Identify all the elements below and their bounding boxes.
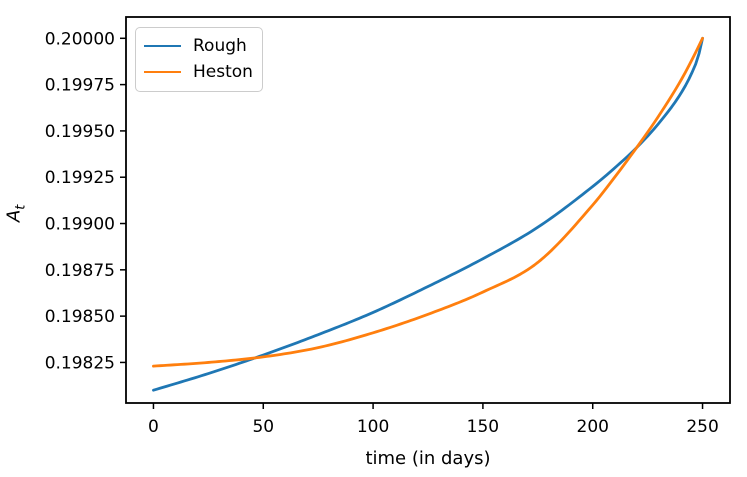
y-tick-label: 0.19975 (45, 76, 115, 96)
y-tick-label: 0.19900 (45, 215, 115, 235)
y-tick-label: 0.20000 (45, 29, 115, 49)
y-axis-label-subscript: t (13, 204, 29, 210)
x-axis-label: time (in days) (365, 448, 491, 469)
legend-label: Rough (193, 35, 247, 56)
y-tick-label: 0.19950 (45, 122, 115, 142)
axes-frame (125, 16, 731, 404)
x-tick-label: 50 (252, 417, 274, 437)
series-line-rough (152, 36, 704, 392)
y-tick-label: 0.19925 (45, 168, 115, 188)
x-tick-label: 150 (467, 417, 499, 437)
x-tick-label: 0 (148, 417, 159, 437)
legend-line-swatch (144, 45, 181, 47)
series-line-heston (152, 36, 704, 368)
x-tick-label: 250 (686, 417, 718, 437)
y-tick-label: 0.19850 (45, 307, 115, 327)
y-axis-label: At (4, 163, 29, 263)
x-tick-label: 100 (357, 417, 389, 437)
legend-entry-heston: Heston (136, 59, 262, 85)
x-tick-label: 200 (577, 417, 609, 437)
legend: Rough Heston (135, 27, 263, 92)
y-tick-label: 0.19875 (45, 261, 115, 281)
legend-line-swatch (144, 71, 181, 73)
legend-entry-rough: Rough (136, 33, 262, 59)
legend-label: Heston (193, 61, 253, 82)
y-axis-label-base: A (3, 209, 25, 223)
y-tick-label: 0.19825 (45, 353, 115, 373)
